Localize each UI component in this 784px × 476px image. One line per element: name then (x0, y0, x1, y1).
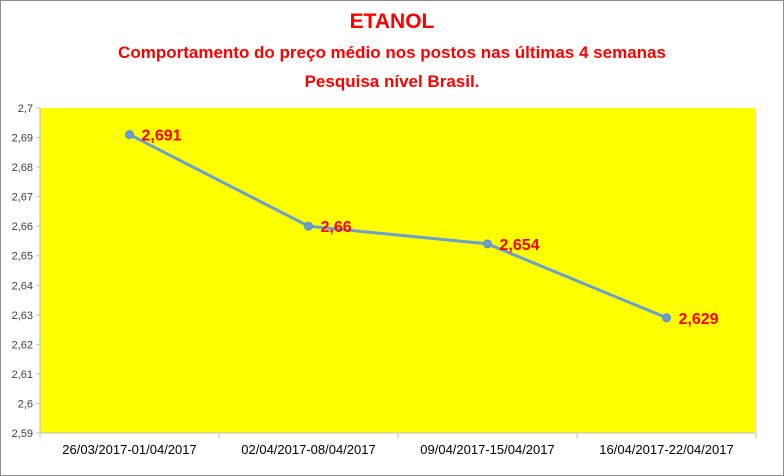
y-tick-label: 2,59 (12, 428, 33, 440)
y-tick-label: 2,63 (12, 310, 33, 322)
data-point (483, 239, 492, 249)
x-tick-label: 16/04/2017-22/04/2017 (599, 442, 733, 457)
y-tick-label: 2,64 (12, 280, 33, 292)
y-tick-label: 2,7 (18, 103, 33, 115)
y-tick-label: 2,62 (12, 339, 33, 351)
x-axis: 26/03/2017-01/04/2017 02/04/2017-08/04/20… (39, 432, 757, 457)
data-label: 2,654 (500, 237, 540, 254)
x-tick-label: 09/04/2017-15/04/2017 (420, 442, 554, 457)
chart-title: ETANOL (349, 10, 435, 33)
x-tick-label: 02/04/2017-08/04/2017 (241, 442, 375, 457)
y-tick-label: 2,67 (12, 192, 33, 204)
y-tick-label: 2,68 (12, 162, 33, 174)
y-tick-label: 2,61 (12, 369, 33, 381)
data-label: 2,691 (142, 128, 182, 145)
y-tick-label: 2,69 (12, 133, 33, 145)
y-tick-label: 2,66 (12, 221, 33, 233)
data-label: 2,66 (321, 219, 352, 236)
chart-subtitle-2: Pesquisa nível Brasil. (304, 72, 480, 91)
chart-subtitle: Comportamento do preço médio nos postos … (118, 43, 666, 62)
data-labels: 2,691 2,66 2,654 2,629 (142, 128, 719, 328)
y-tick-label: 2,6 (18, 398, 33, 410)
data-point (125, 130, 134, 140)
data-point (304, 221, 313, 231)
data-point (662, 313, 671, 323)
y-tick-label: 2,65 (12, 251, 33, 263)
series-line (128, 133, 668, 320)
x-tick-label: 26/03/2017-01/04/2017 (62, 442, 196, 457)
y-axis: 2,59 2,6 2,61 2,62 2,63 2,64 2,65 2,66 2,67 2,68 2… (12, 103, 41, 440)
plot-area (40, 108, 756, 433)
data-label: 2,629 (679, 311, 719, 328)
series (125, 130, 671, 323)
